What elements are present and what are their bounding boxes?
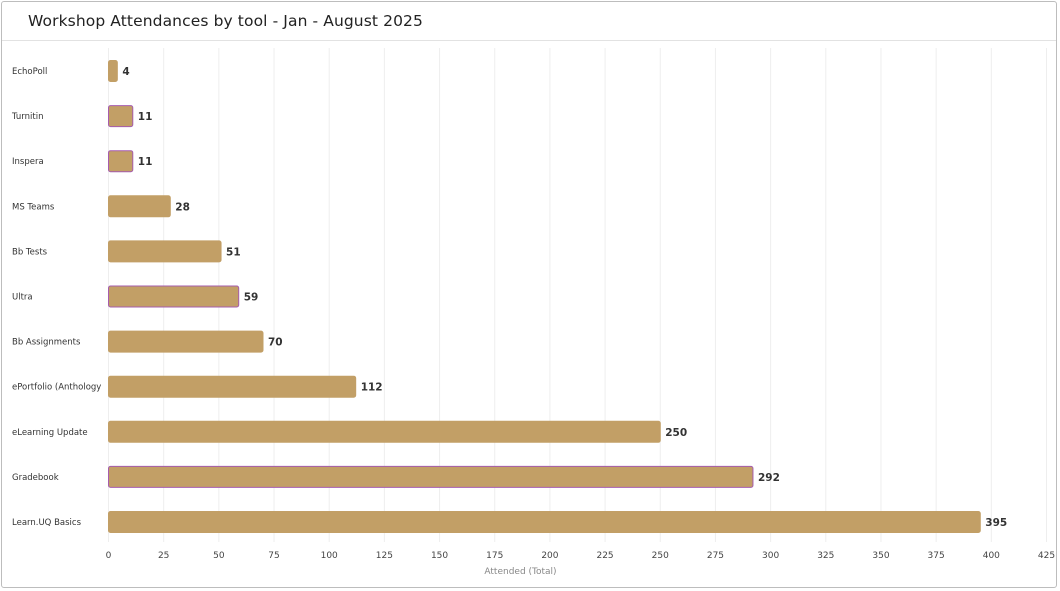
x-tick-label: 200 — [541, 551, 558, 561]
bar-value-label: 292 — [758, 472, 780, 484]
x-tick-label: 50 — [213, 551, 225, 561]
bar-value-label: 4 — [122, 66, 129, 78]
x-tick-label: 125 — [376, 551, 393, 561]
bar — [108, 420, 661, 443]
bar-value-label: 11 — [138, 111, 153, 123]
bar-value-label: 51 — [226, 246, 241, 258]
bar-value-label: 11 — [138, 156, 153, 168]
x-tick-label: 425 — [1038, 551, 1055, 561]
bar-value-label: 395 — [985, 517, 1007, 529]
bar — [108, 511, 981, 533]
x-tick-label: 75 — [268, 551, 279, 561]
bar — [108, 60, 118, 82]
category-label: Gradebook — [12, 473, 59, 483]
x-tick-label: 300 — [762, 551, 779, 561]
x-tick-label: 150 — [431, 551, 448, 561]
chart-header: Workshop Attendances by tool - Jan - Aug… — [2, 2, 1056, 41]
bar-value-label: 59 — [244, 292, 259, 304]
bar — [108, 195, 171, 218]
bar — [108, 240, 222, 263]
category-label: Inspera — [12, 157, 44, 167]
bar — [108, 330, 264, 353]
bar — [108, 150, 134, 173]
bar — [108, 375, 357, 398]
category-label: Bb Assignments — [12, 338, 81, 348]
category-label: ePortfolio (Anthology — [12, 383, 101, 393]
category-label: MS Teams — [12, 202, 55, 212]
x-axis-title: Attended (Total) — [484, 567, 556, 577]
bar-value-label: 250 — [665, 427, 687, 439]
x-tick-label: 225 — [596, 551, 613, 561]
x-tick-label: 175 — [486, 551, 503, 561]
category-label: Bb Tests — [12, 247, 48, 257]
bar-value-label: 70 — [268, 337, 283, 349]
x-tick-label: 400 — [983, 551, 1000, 561]
x-tick-label: 250 — [652, 551, 669, 561]
bar — [108, 465, 754, 488]
bar — [108, 105, 134, 128]
bar-value-label: 112 — [361, 382, 383, 394]
x-tick-label: 275 — [707, 551, 724, 561]
category-label: Learn.UQ Basics — [12, 518, 82, 528]
x-tick-label: 100 — [321, 551, 338, 561]
bar-value-label: 28 — [175, 201, 190, 213]
x-tick-label: 25 — [158, 551, 169, 561]
category-label: EchoPoll — [12, 67, 47, 77]
x-tick-label: 375 — [928, 551, 945, 561]
x-tick-label: 325 — [817, 551, 834, 561]
category-label: Ultra — [12, 293, 33, 303]
x-tick-label: 350 — [872, 551, 889, 561]
category-label: Turnitin — [11, 112, 43, 122]
bar — [108, 285, 240, 308]
x-tick-label: 0 — [106, 551, 112, 561]
chart-title: Workshop Attendances by tool - Jan - Aug… — [28, 12, 423, 30]
category-label: eLearning Update — [12, 428, 88, 438]
